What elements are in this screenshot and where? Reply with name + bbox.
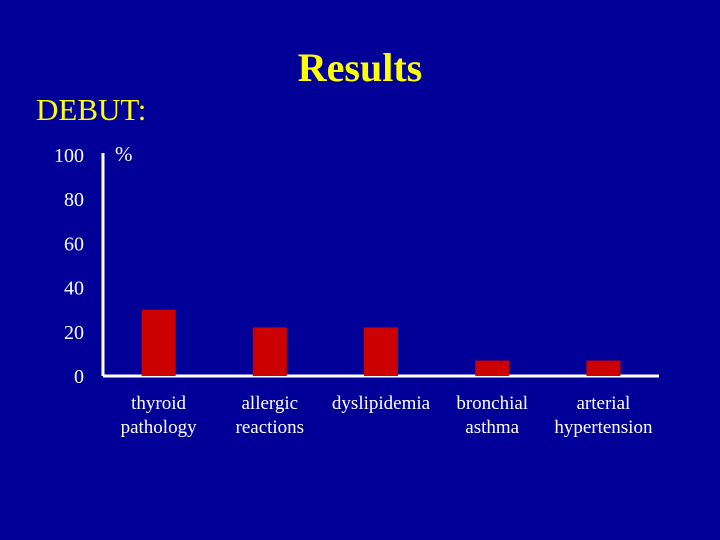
chart-subtitle: DEBUT:	[36, 92, 147, 127]
y-tick-label: 0	[74, 366, 84, 388]
bar	[141, 309, 176, 376]
bar	[475, 360, 510, 376]
x-tick-label: pathology	[121, 417, 197, 438]
x-tick-label: thyroid	[131, 393, 186, 414]
y-tick-label: 20	[64, 322, 84, 344]
y-tick-label: 40	[64, 278, 84, 300]
y-tick-label: 60	[64, 233, 84, 255]
x-tick-label: allergic	[241, 393, 298, 414]
x-tick-label: asthma	[465, 417, 519, 438]
y-tick-label: 100	[54, 145, 84, 167]
bar	[586, 360, 621, 376]
x-tick-label: hypertension	[554, 417, 653, 438]
x-tick-label: reactions	[236, 417, 305, 438]
bar	[252, 327, 287, 376]
x-tick-label: bronchial	[456, 393, 528, 414]
y-unit-label: %	[115, 142, 133, 166]
chart-title: Results	[297, 45, 423, 90]
x-tick-label: arterial	[577, 393, 631, 414]
x-tick-label: dyslipidemia	[332, 393, 431, 414]
y-tick-label: 80	[64, 189, 84, 211]
bar	[364, 327, 398, 376]
